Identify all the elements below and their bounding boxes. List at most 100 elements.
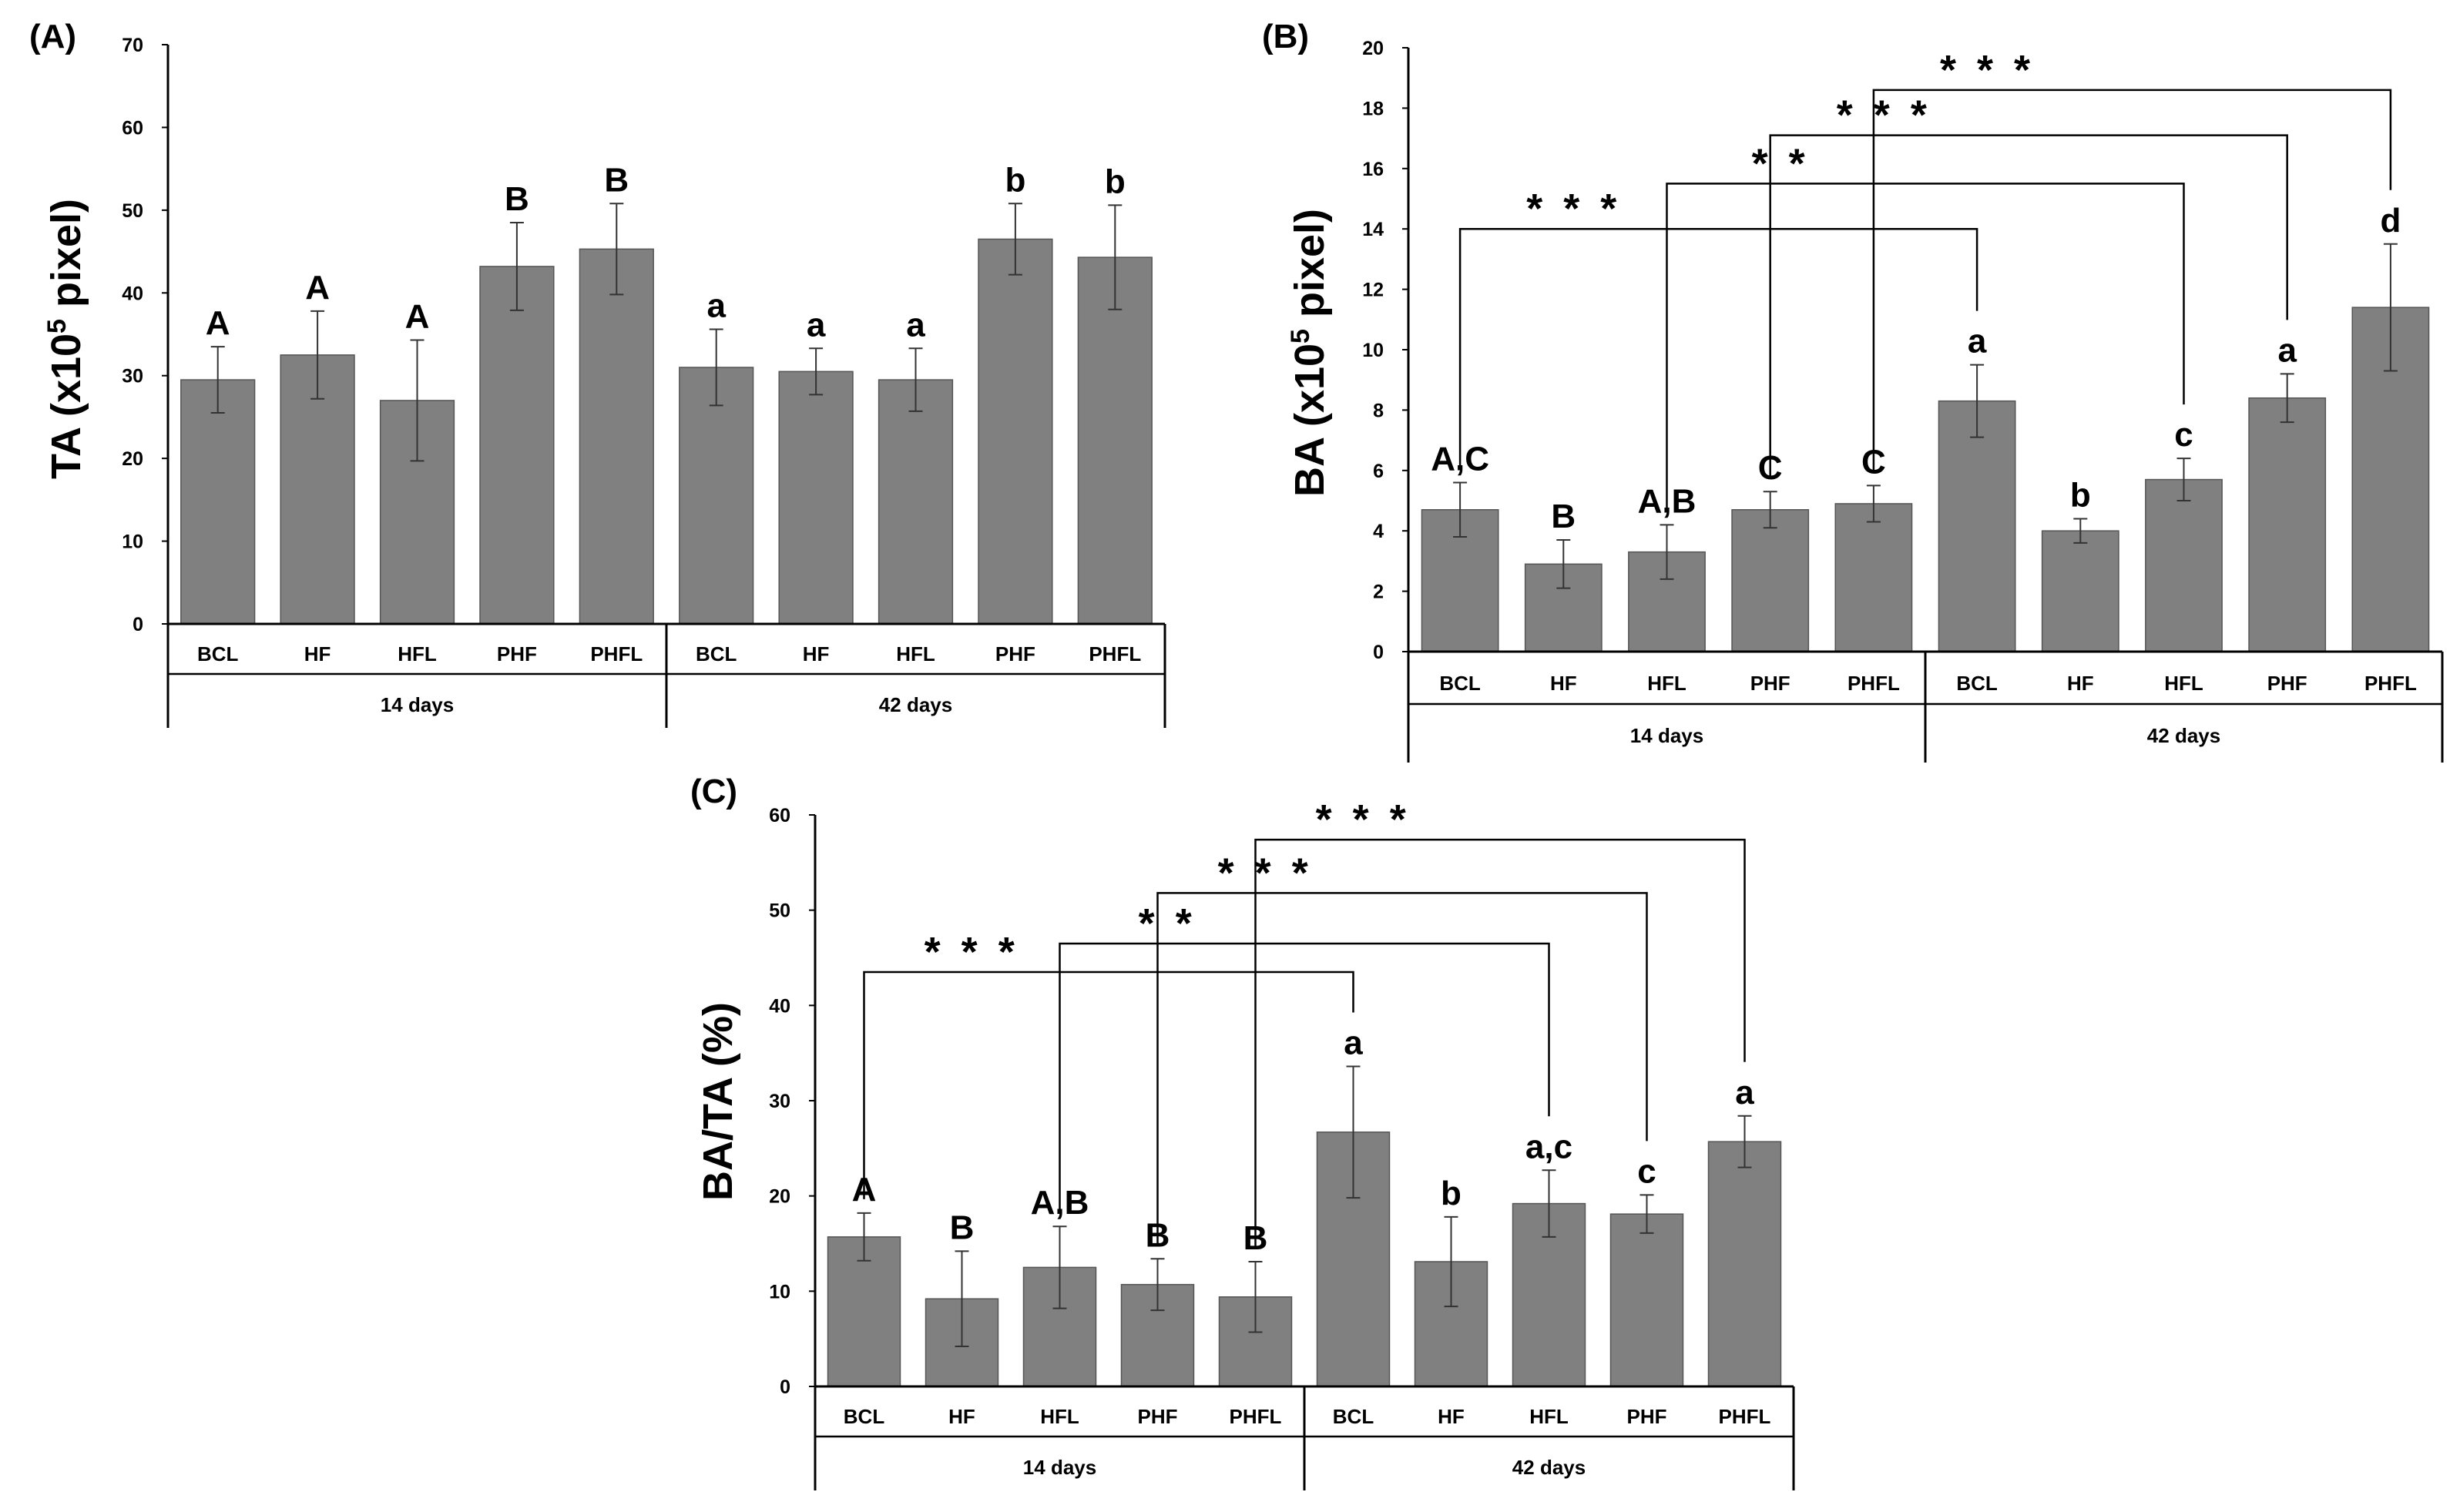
significance-letter: C	[1758, 449, 1783, 487]
significance-stars: * * *	[1526, 186, 1621, 232]
significance-stars: * *	[1752, 140, 1810, 186]
significance-letter: A,B	[1638, 482, 1696, 520]
significance-letter: B	[1551, 498, 1576, 535]
significance-bracket	[863, 971, 1354, 1199]
y-axis-title: BA (x105 pixel)	[1286, 209, 1333, 497]
y-tick-label: 30	[769, 1091, 790, 1112]
significance-letter: C	[1861, 443, 1886, 481]
x-category-label: PHFL	[1719, 1405, 1771, 1428]
bar	[778, 370, 854, 625]
x-category-label: PHFL	[1848, 672, 1900, 695]
y-tick-label: 0	[780, 1376, 790, 1398]
y-tick-label: 60	[769, 805, 790, 826]
x-category-label: BCL	[197, 642, 239, 665]
x-category-label: HF	[304, 642, 331, 665]
significance-bracket	[1059, 942, 1550, 1213]
x-category-label: HF	[2067, 672, 2094, 695]
bar	[2248, 397, 2327, 652]
significance-stars: * * *	[925, 929, 1019, 975]
y-axis-title-text: BA/TA (%)	[695, 1002, 741, 1201]
significance-letter: b	[1105, 163, 1126, 200]
significance-bracket	[1156, 892, 1648, 1245]
significance-bracket	[1254, 838, 1746, 1248]
x-category-label: HFL	[1040, 1405, 1079, 1428]
significance-stars: * *	[1139, 900, 1196, 947]
bar	[1731, 509, 1810, 652]
y-tick-label: 2	[1373, 582, 1384, 603]
chart-panel-b: (B) 0 2 4 6 8 10 12 14 16 18 20 BA (x105 pixel) * * *…	[1262, 18, 2444, 763]
x-group-label: 14 days	[1630, 724, 1703, 747]
y-tick-label: 20	[1362, 38, 1384, 59]
x-category-label: PHFL	[590, 642, 643, 665]
significance-stars: * * *	[1218, 850, 1313, 896]
x-group-label: 42 days	[879, 693, 952, 716]
significance-letter: d	[2380, 202, 2401, 240]
bar	[1834, 503, 1913, 652]
bar	[1077, 256, 1153, 625]
significance-letter: b	[1005, 161, 1025, 199]
y-tick-label: 0	[1373, 642, 1384, 663]
bar	[1609, 1213, 1684, 1387]
y-axis-title: TA (x105 pixel)	[42, 199, 89, 479]
x-category-label: HFL	[1647, 672, 1686, 695]
x-category-label: BCL	[1439, 672, 1481, 695]
y-tick-label: 20	[122, 448, 143, 470]
y-axis-title-tail: pixel)	[43, 199, 89, 319]
x-category-label: HFL	[896, 642, 935, 665]
significance-letter: c	[1637, 1152, 1656, 1190]
y-axis-title-tail: pixel)	[1287, 209, 1333, 329]
significance-letter: a	[1735, 1074, 1754, 1111]
bar	[579, 248, 654, 625]
significance-letter: b	[1441, 1175, 1462, 1212]
x-category-label: HF	[803, 642, 830, 665]
y-axis-title-text: TA (x10	[43, 334, 89, 479]
y-tick-label: 70	[122, 35, 143, 56]
y-tick-label: 10	[1362, 340, 1384, 361]
y-tick-label: 50	[769, 900, 790, 922]
x-category-label: HF	[948, 1405, 975, 1428]
bar	[280, 354, 355, 625]
bar	[978, 238, 1053, 625]
x-category-label: PHFL	[2364, 672, 2417, 695]
significance-letter: B	[505, 180, 529, 218]
y-tick-label: 50	[122, 200, 143, 222]
x-category-label: PHFL	[1089, 642, 1141, 665]
significance-bracket	[1872, 89, 2392, 472]
significance-letter: b	[2070, 477, 2091, 515]
significance-bracket	[1458, 227, 1978, 469]
significance-letter: B	[1243, 1219, 1268, 1257]
bar	[1938, 400, 2016, 652]
x-category-label: PHFL	[1230, 1405, 1282, 1428]
x-category-label: PHF	[1750, 672, 1790, 695]
y-axis-title: BA/TA (%)	[695, 1002, 741, 1201]
y-axis-title-text: BA (x10	[1287, 344, 1333, 497]
significance-bracket	[1769, 134, 2288, 478]
panel-label-b: (B)	[1262, 18, 1309, 55]
bar	[2145, 478, 2223, 652]
panel-label-c: (C)	[690, 773, 737, 810]
x-category-label: HF	[1550, 672, 1577, 695]
x-category-label: PHF	[2267, 672, 2307, 695]
significance-letter: a,c	[1525, 1128, 1572, 1165]
x-group-label: 42 days	[1512, 1456, 1586, 1479]
x-category-label: BCL	[696, 642, 737, 665]
x-category-label: BCL	[844, 1405, 885, 1428]
y-tick-label: 16	[1362, 159, 1384, 180]
significance-letter: A	[305, 269, 330, 307]
x-category-label: PHF	[1627, 1405, 1667, 1428]
x-category-label: PHF	[497, 642, 537, 665]
significance-stars: * * *	[1316, 796, 1411, 843]
significance-letter: a	[807, 306, 826, 344]
y-tick-label: 40	[122, 283, 143, 304]
significance-letter: a	[1968, 323, 1987, 360]
y-tick-label: 20	[769, 1186, 790, 1208]
y-tick-label: 8	[1373, 400, 1384, 421]
bar	[1707, 1141, 1782, 1387]
bar	[479, 266, 555, 625]
y-tick-label: 6	[1373, 461, 1384, 482]
significance-letter: a	[706, 287, 726, 325]
x-category-label: PHF	[995, 642, 1035, 665]
x-group-label: 14 days	[381, 693, 454, 716]
